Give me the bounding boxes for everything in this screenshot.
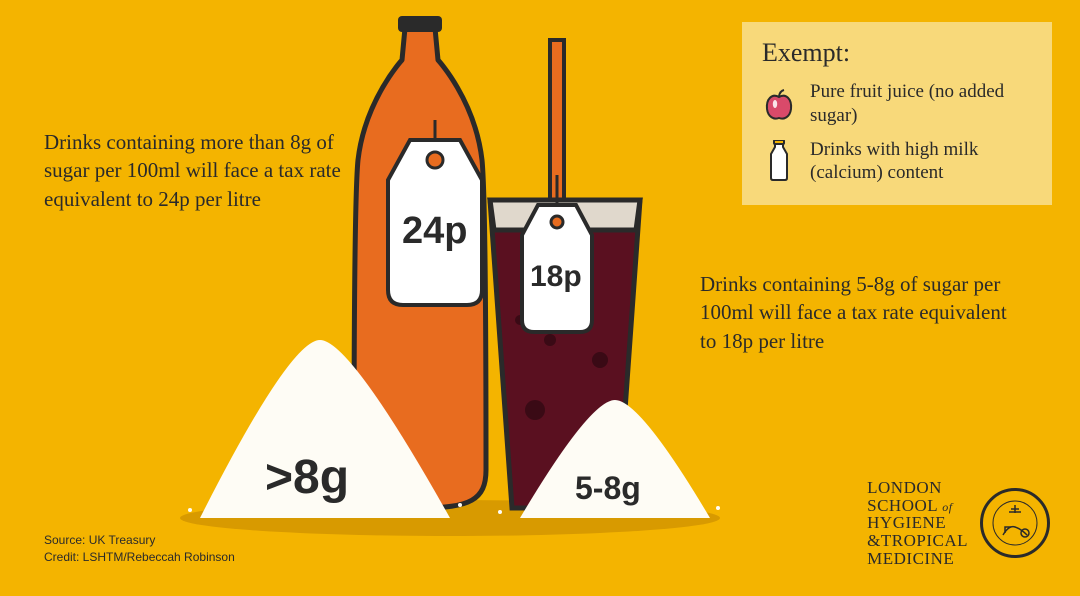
apple-icon (762, 82, 796, 126)
drinks-illustration: 24p 18p >8g 5-8g (170, 10, 730, 550)
source-line1: Source: UK Treasury (44, 532, 235, 549)
logo-seal-icon (980, 488, 1050, 558)
exempt-item-fruit-juice: Pure fruit juice (no added sugar) (762, 80, 1032, 128)
exempt-label-milk: Drinks with high milk (calcium) content (810, 138, 1032, 186)
exempt-box: Exempt: Pure fruit juice (no added sugar… (742, 22, 1052, 205)
source-line2: Credit: LSHTM/Rebeccah Robinson (44, 549, 235, 566)
left-caption: Drinks containing more than 8g of sugar … (44, 128, 344, 213)
exempt-title: Exempt: (762, 38, 1032, 68)
large-pile-label: >8g (265, 450, 349, 505)
milk-bottle-icon (762, 139, 796, 183)
glass-tag-label: 18p (530, 260, 582, 294)
right-caption: Drinks containing 5-8g of sugar per 100m… (700, 270, 1010, 355)
bottle-tag-label: 24p (402, 210, 467, 253)
source-credit: Source: UK Treasury Credit: LSHTM/Rebecc… (44, 532, 235, 566)
logo-text: LONDON SCHOOL of HYGIENE &TROPICAL MEDIC… (867, 479, 968, 568)
exempt-item-milk: Drinks with high milk (calcium) content (762, 138, 1032, 186)
lshtm-logo: LONDON SCHOOL of HYGIENE &TROPICAL MEDIC… (867, 479, 1050, 568)
exempt-label-juice: Pure fruit juice (no added sugar) (810, 80, 1032, 128)
small-pile-label: 5-8g (575, 470, 641, 507)
